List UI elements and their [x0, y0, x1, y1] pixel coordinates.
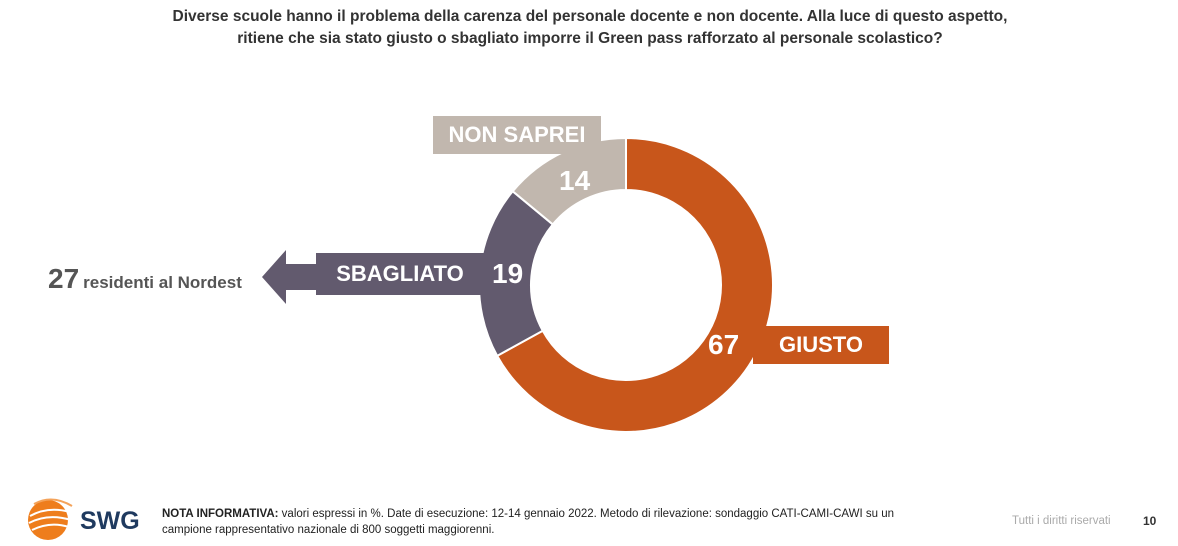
side-note-value: 27 [48, 263, 80, 294]
value-non-saprei: 14 [559, 165, 591, 196]
donut-slice-non-saprei [511, 136, 627, 226]
page-number: 10 [1143, 514, 1157, 528]
footnote: NOTA INFORMATIVA: valori espressi in %. … [162, 506, 922, 538]
donut-slice-giusto [495, 136, 774, 433]
title-line-1: Diverse scuole hanno il problema della c… [172, 8, 1008, 25]
label-non-saprei: NON SAPREI [433, 116, 601, 154]
label-sbagliato-text: SBAGLIATO [336, 261, 464, 286]
title-line-2: ritiene che sia stato giusto o sbagliato… [237, 30, 943, 47]
value-sbagliato: 19 [492, 258, 524, 289]
swg-logo-icon [28, 498, 73, 540]
side-note: 27 residenti al Nordest [48, 263, 242, 295]
value-giusto: 67 [708, 329, 740, 360]
label-sbagliato: SBAGLIATO [316, 253, 484, 295]
left-arrow-icon [262, 250, 318, 304]
label-giusto-text: GIUSTO [779, 332, 863, 357]
footnote-text: valori espressi in %. Date di esecuzione… [162, 508, 895, 536]
rights-text: Tutti i diritti riservati [1012, 515, 1111, 527]
logo-text: SWG [80, 507, 140, 535]
label-giusto: GIUSTO [753, 326, 889, 364]
chart-title: Diverse scuole hanno il problema della c… [90, 6, 1090, 50]
footnote-label: NOTA INFORMATIVA: [162, 508, 279, 520]
side-note-text: residenti al Nordest [83, 273, 242, 292]
label-non-saprei-text: NON SAPREI [448, 122, 586, 147]
